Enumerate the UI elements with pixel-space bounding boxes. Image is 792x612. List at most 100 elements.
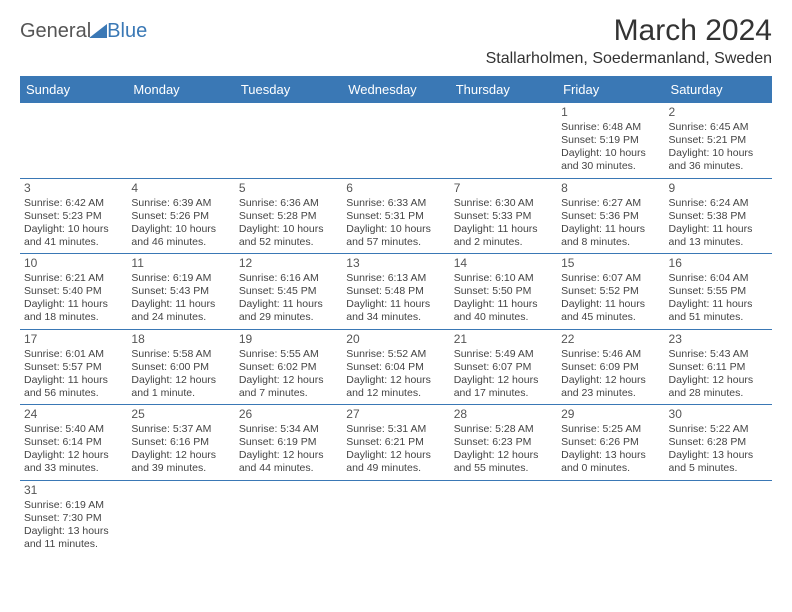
sunrise-text: Sunrise: 5:34 AM (239, 423, 338, 436)
sunrise-text: Sunrise: 5:31 AM (346, 423, 445, 436)
day2-text: and 52 minutes. (239, 236, 338, 249)
empty-cell (450, 103, 557, 178)
day1-text: Daylight: 12 hours (561, 374, 660, 387)
day-number: 24 (24, 407, 123, 422)
day1-text: Daylight: 11 hours (561, 298, 660, 311)
sunset-text: Sunset: 6:26 PM (561, 436, 660, 449)
day1-text: Daylight: 12 hours (131, 374, 230, 387)
logo-text-2: Blue (107, 20, 147, 43)
week-row: 10Sunrise: 6:21 AMSunset: 5:40 PMDayligh… (20, 254, 772, 330)
day-cell: 31Sunrise: 6:19 AMSunset: 7:30 PMDayligh… (20, 481, 127, 556)
day-cell: 21Sunrise: 5:49 AMSunset: 6:07 PMDayligh… (450, 330, 557, 405)
day-cell: 28Sunrise: 5:28 AMSunset: 6:23 PMDayligh… (450, 405, 557, 480)
week-row: 24Sunrise: 5:40 AMSunset: 6:14 PMDayligh… (20, 405, 772, 481)
day1-text: Daylight: 12 hours (454, 449, 553, 462)
day2-text: and 49 minutes. (346, 462, 445, 475)
sunset-text: Sunset: 5:31 PM (346, 210, 445, 223)
day2-text: and 7 minutes. (239, 387, 338, 400)
sunrise-text: Sunrise: 6:07 AM (561, 272, 660, 285)
sunrise-text: Sunrise: 6:48 AM (561, 121, 660, 134)
day-cell: 27Sunrise: 5:31 AMSunset: 6:21 PMDayligh… (342, 405, 449, 480)
day1-text: Daylight: 12 hours (24, 449, 123, 462)
sunrise-text: Sunrise: 6:30 AM (454, 197, 553, 210)
day-cell: 22Sunrise: 5:46 AMSunset: 6:09 PMDayligh… (557, 330, 664, 405)
day2-text: and 11 minutes. (24, 538, 123, 551)
empty-cell (235, 103, 342, 178)
day-number: 20 (346, 332, 445, 347)
day-number: 4 (131, 181, 230, 196)
day2-text: and 51 minutes. (669, 311, 768, 324)
sunset-text: Sunset: 6:09 PM (561, 361, 660, 374)
sunrise-text: Sunrise: 5:49 AM (454, 348, 553, 361)
day-cell: 20Sunrise: 5:52 AMSunset: 6:04 PMDayligh… (342, 330, 449, 405)
sunset-text: Sunset: 6:00 PM (131, 361, 230, 374)
day-number: 17 (24, 332, 123, 347)
sunset-text: Sunset: 5:55 PM (669, 285, 768, 298)
sunset-text: Sunset: 6:04 PM (346, 361, 445, 374)
sunrise-text: Sunrise: 5:52 AM (346, 348, 445, 361)
sunrise-text: Sunrise: 6:33 AM (346, 197, 445, 210)
day2-text: and 46 minutes. (131, 236, 230, 249)
day2-text: and 29 minutes. (239, 311, 338, 324)
day1-text: Daylight: 13 hours (24, 525, 123, 538)
sunset-text: Sunset: 5:38 PM (669, 210, 768, 223)
sunrise-text: Sunrise: 5:40 AM (24, 423, 123, 436)
dayname-mon: Monday (127, 76, 234, 103)
day-cell: 16Sunrise: 6:04 AMSunset: 5:55 PMDayligh… (665, 254, 772, 329)
sunset-text: Sunset: 5:43 PM (131, 285, 230, 298)
day2-text: and 18 minutes. (24, 311, 123, 324)
day-cell: 29Sunrise: 5:25 AMSunset: 6:26 PMDayligh… (557, 405, 664, 480)
day-number: 13 (346, 256, 445, 271)
day2-text: and 33 minutes. (24, 462, 123, 475)
day-number: 22 (561, 332, 660, 347)
day-number: 19 (239, 332, 338, 347)
weeks-container: 1Sunrise: 6:48 AMSunset: 5:19 PMDaylight… (20, 103, 772, 555)
title-block: March 2024 Stallarholmen, Soedermanland,… (486, 14, 772, 68)
day2-text: and 17 minutes. (454, 387, 553, 400)
day-cell: 18Sunrise: 5:58 AMSunset: 6:00 PMDayligh… (127, 330, 234, 405)
day2-text: and 5 minutes. (669, 462, 768, 475)
day1-text: Daylight: 12 hours (454, 374, 553, 387)
empty-cell (342, 481, 449, 556)
day-cell: 10Sunrise: 6:21 AMSunset: 5:40 PMDayligh… (20, 254, 127, 329)
empty-cell (20, 103, 127, 178)
day-number: 5 (239, 181, 338, 196)
day2-text: and 41 minutes. (24, 236, 123, 249)
day-number: 16 (669, 256, 768, 271)
day-number: 23 (669, 332, 768, 347)
day-cell: 3Sunrise: 6:42 AMSunset: 5:23 PMDaylight… (20, 179, 127, 254)
location-text: Stallarholmen, Soedermanland, Sweden (486, 50, 772, 68)
sunset-text: Sunset: 6:07 PM (454, 361, 553, 374)
sunrise-text: Sunrise: 6:42 AM (24, 197, 123, 210)
day2-text: and 30 minutes. (561, 160, 660, 173)
sunset-text: Sunset: 5:48 PM (346, 285, 445, 298)
sunrise-text: Sunrise: 5:37 AM (131, 423, 230, 436)
day-cell: 7Sunrise: 6:30 AMSunset: 5:33 PMDaylight… (450, 179, 557, 254)
day2-text: and 0 minutes. (561, 462, 660, 475)
day-cell: 26Sunrise: 5:34 AMSunset: 6:19 PMDayligh… (235, 405, 342, 480)
sunset-text: Sunset: 5:52 PM (561, 285, 660, 298)
sunrise-text: Sunrise: 6:01 AM (24, 348, 123, 361)
empty-cell (450, 481, 557, 556)
sunrise-text: Sunrise: 5:28 AM (454, 423, 553, 436)
day-number: 30 (669, 407, 768, 422)
day-header-row: Sunday Monday Tuesday Wednesday Thursday… (20, 76, 772, 103)
logo-sail-icon (89, 24, 107, 38)
day-number: 7 (454, 181, 553, 196)
day-number: 10 (24, 256, 123, 271)
day2-text: and 12 minutes. (346, 387, 445, 400)
day-cell: 2Sunrise: 6:45 AMSunset: 5:21 PMDaylight… (665, 103, 772, 178)
day1-text: Daylight: 10 hours (131, 223, 230, 236)
day-number: 2 (669, 105, 768, 120)
day-number: 9 (669, 181, 768, 196)
calendar: Sunday Monday Tuesday Wednesday Thursday… (20, 76, 772, 555)
sunrise-text: Sunrise: 6:19 AM (24, 499, 123, 512)
sunrise-text: Sunrise: 6:10 AM (454, 272, 553, 285)
day2-text: and 44 minutes. (239, 462, 338, 475)
dayname-tue: Tuesday (235, 76, 342, 103)
day2-text: and 13 minutes. (669, 236, 768, 249)
logo: General Blue (20, 20, 147, 43)
day2-text: and 40 minutes. (454, 311, 553, 324)
day1-text: Daylight: 12 hours (131, 449, 230, 462)
sunset-text: Sunset: 6:19 PM (239, 436, 338, 449)
